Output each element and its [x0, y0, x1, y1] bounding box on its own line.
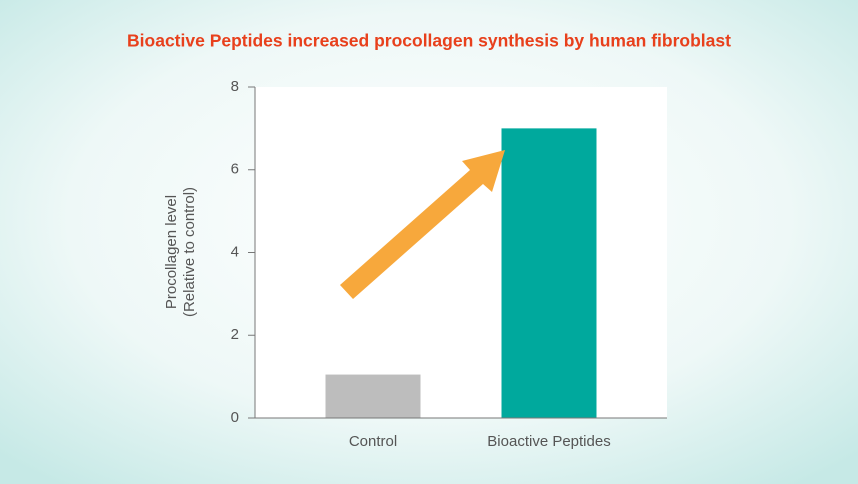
- y-axis-label: Procollagen level: [163, 195, 180, 309]
- chart-title: Bioactive Peptides increased procollagen…: [127, 31, 731, 51]
- y-tick-label: 6: [231, 161, 239, 178]
- arrow: [340, 150, 505, 299]
- plot-area: [255, 87, 667, 418]
- bar: [501, 128, 597, 418]
- y-tick-label: 0: [231, 409, 239, 426]
- y-tick-label: 8: [231, 78, 239, 95]
- y-axis-label: (Relative to control): [181, 187, 198, 317]
- marks: [325, 128, 597, 418]
- y-tick-label: 4: [231, 243, 239, 260]
- x-tick-label: Control: [349, 433, 397, 450]
- bar: [325, 374, 421, 418]
- y-tick-label: 2: [231, 326, 239, 343]
- x-tick-label: Bioactive Peptides: [487, 433, 610, 450]
